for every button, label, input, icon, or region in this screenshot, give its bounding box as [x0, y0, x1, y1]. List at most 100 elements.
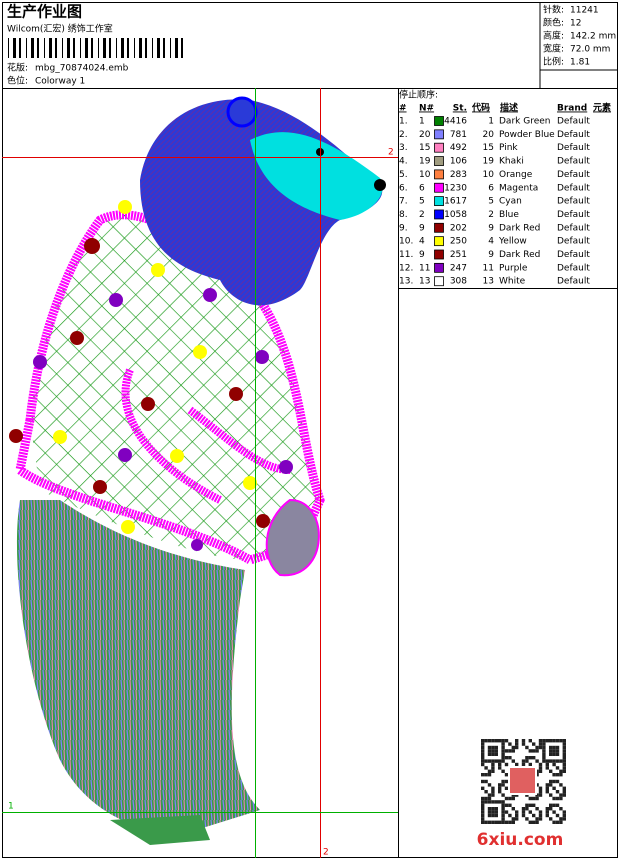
- code: 15: [483, 143, 494, 153]
- qr-cell: [559, 793, 563, 797]
- qr-cell: [501, 756, 505, 760]
- qr-cell: [491, 769, 495, 773]
- qr-cell: [552, 773, 556, 777]
- info-value: 72.0 mm: [570, 45, 610, 55]
- qr-cell: [484, 790, 488, 794]
- qr-cell: [494, 752, 498, 756]
- row-index: 1.: [399, 117, 408, 127]
- column-header: 代码: [471, 102, 490, 114]
- qr-cell: [559, 817, 563, 821]
- bar-stripe: [85, 38, 88, 58]
- qr-cell: [504, 810, 509, 814]
- color-swatch: [434, 262, 444, 273]
- qr-cell: [559, 796, 563, 801]
- qr-cell: [532, 749, 536, 753]
- qr-cell: [552, 762, 556, 767]
- bar-stripe: [145, 38, 147, 58]
- qr-cell: [501, 803, 505, 807]
- row-index: 13.: [399, 277, 413, 287]
- qr-cell: [528, 739, 532, 743]
- description: Dark Green: [499, 117, 550, 127]
- legs: [16, 500, 260, 835]
- qr-cell: [542, 742, 546, 746]
- qr-cell: [487, 800, 492, 804]
- qr-cell: [511, 796, 515, 801]
- row-index: 2.: [399, 130, 408, 140]
- qr-cell: [481, 803, 485, 807]
- bar-stripe: [134, 38, 135, 58]
- qr-cell: [562, 739, 566, 743]
- qr-cell: [494, 745, 498, 750]
- qr-cell: [484, 773, 488, 777]
- description: Dark Red: [499, 250, 540, 260]
- guide-label: 2: [323, 848, 329, 858]
- guide-label: 1: [8, 802, 14, 812]
- qr-cell: [508, 813, 512, 818]
- qr-cell: [511, 817, 515, 821]
- color-swatch: [434, 209, 444, 220]
- description: Cyan: [499, 197, 522, 207]
- qr-cell: [487, 773, 492, 777]
- column-header: N#: [419, 104, 434, 114]
- qr-cell: [501, 820, 505, 824]
- qr-cell: [528, 803, 532, 807]
- code: 20: [483, 130, 495, 140]
- qr-cell: [549, 779, 553, 784]
- brand: Default: [557, 157, 590, 167]
- qr-cell: [545, 786, 549, 790]
- qr-cell: [552, 749, 556, 753]
- qr-cell: [535, 807, 539, 811]
- qr-cell: [555, 759, 560, 763]
- bar-stripe: [175, 38, 178, 58]
- qr-cell: [511, 807, 515, 811]
- qr-cell: [487, 739, 492, 743]
- row-index: 4.: [399, 157, 408, 167]
- needle: 10: [419, 170, 431, 180]
- code: 19: [483, 157, 495, 167]
- column-header: Brand: [557, 104, 587, 114]
- bar-stripe: [127, 38, 129, 58]
- qr-cell: [487, 752, 492, 756]
- qr-cell: [552, 803, 556, 807]
- brand: Default: [557, 223, 590, 233]
- qr-cell: [481, 742, 485, 746]
- color-swatch: [434, 156, 444, 166]
- column-header: St.: [453, 104, 467, 114]
- needle: 13: [419, 277, 430, 287]
- qr-cell: [555, 752, 560, 756]
- stitches: 1230: [444, 183, 467, 193]
- qr-cell: [562, 756, 566, 760]
- qr-cell: [559, 807, 563, 811]
- stitches: 492: [450, 143, 467, 153]
- info-value: 1.81: [570, 58, 590, 68]
- qr-cell: [535, 769, 539, 773]
- qr-cell: [484, 779, 488, 784]
- qr-cell: [511, 745, 515, 750]
- qr-cell: [501, 810, 505, 814]
- code: 6: [488, 183, 494, 193]
- bar-stripe: [116, 38, 117, 58]
- qr-cell: [491, 793, 495, 797]
- qr-cell: [487, 807, 492, 811]
- qr-cell: [532, 820, 536, 824]
- needle: 4: [419, 237, 425, 247]
- qr-cell: [521, 742, 526, 746]
- qr-cell: [501, 807, 505, 811]
- qr-cell: [562, 786, 566, 790]
- brand: Default: [557, 183, 590, 193]
- qr-cell: [538, 742, 543, 746]
- qr-cell: [555, 749, 560, 753]
- qr-cell: [481, 739, 485, 743]
- code: 10: [483, 170, 495, 180]
- qr-cell: [538, 793, 543, 797]
- bar-stripe: [170, 38, 171, 58]
- qr-cell: [562, 749, 566, 753]
- column-header: #: [399, 104, 407, 114]
- bar-stripe: [181, 38, 183, 58]
- qr-cell: [549, 807, 553, 811]
- color-swatch: [434, 182, 444, 193]
- qr-cell: [559, 820, 563, 824]
- colorway: Colorway 1: [35, 77, 85, 87]
- qr-cell: [562, 769, 566, 773]
- qr-cell: [494, 813, 498, 818]
